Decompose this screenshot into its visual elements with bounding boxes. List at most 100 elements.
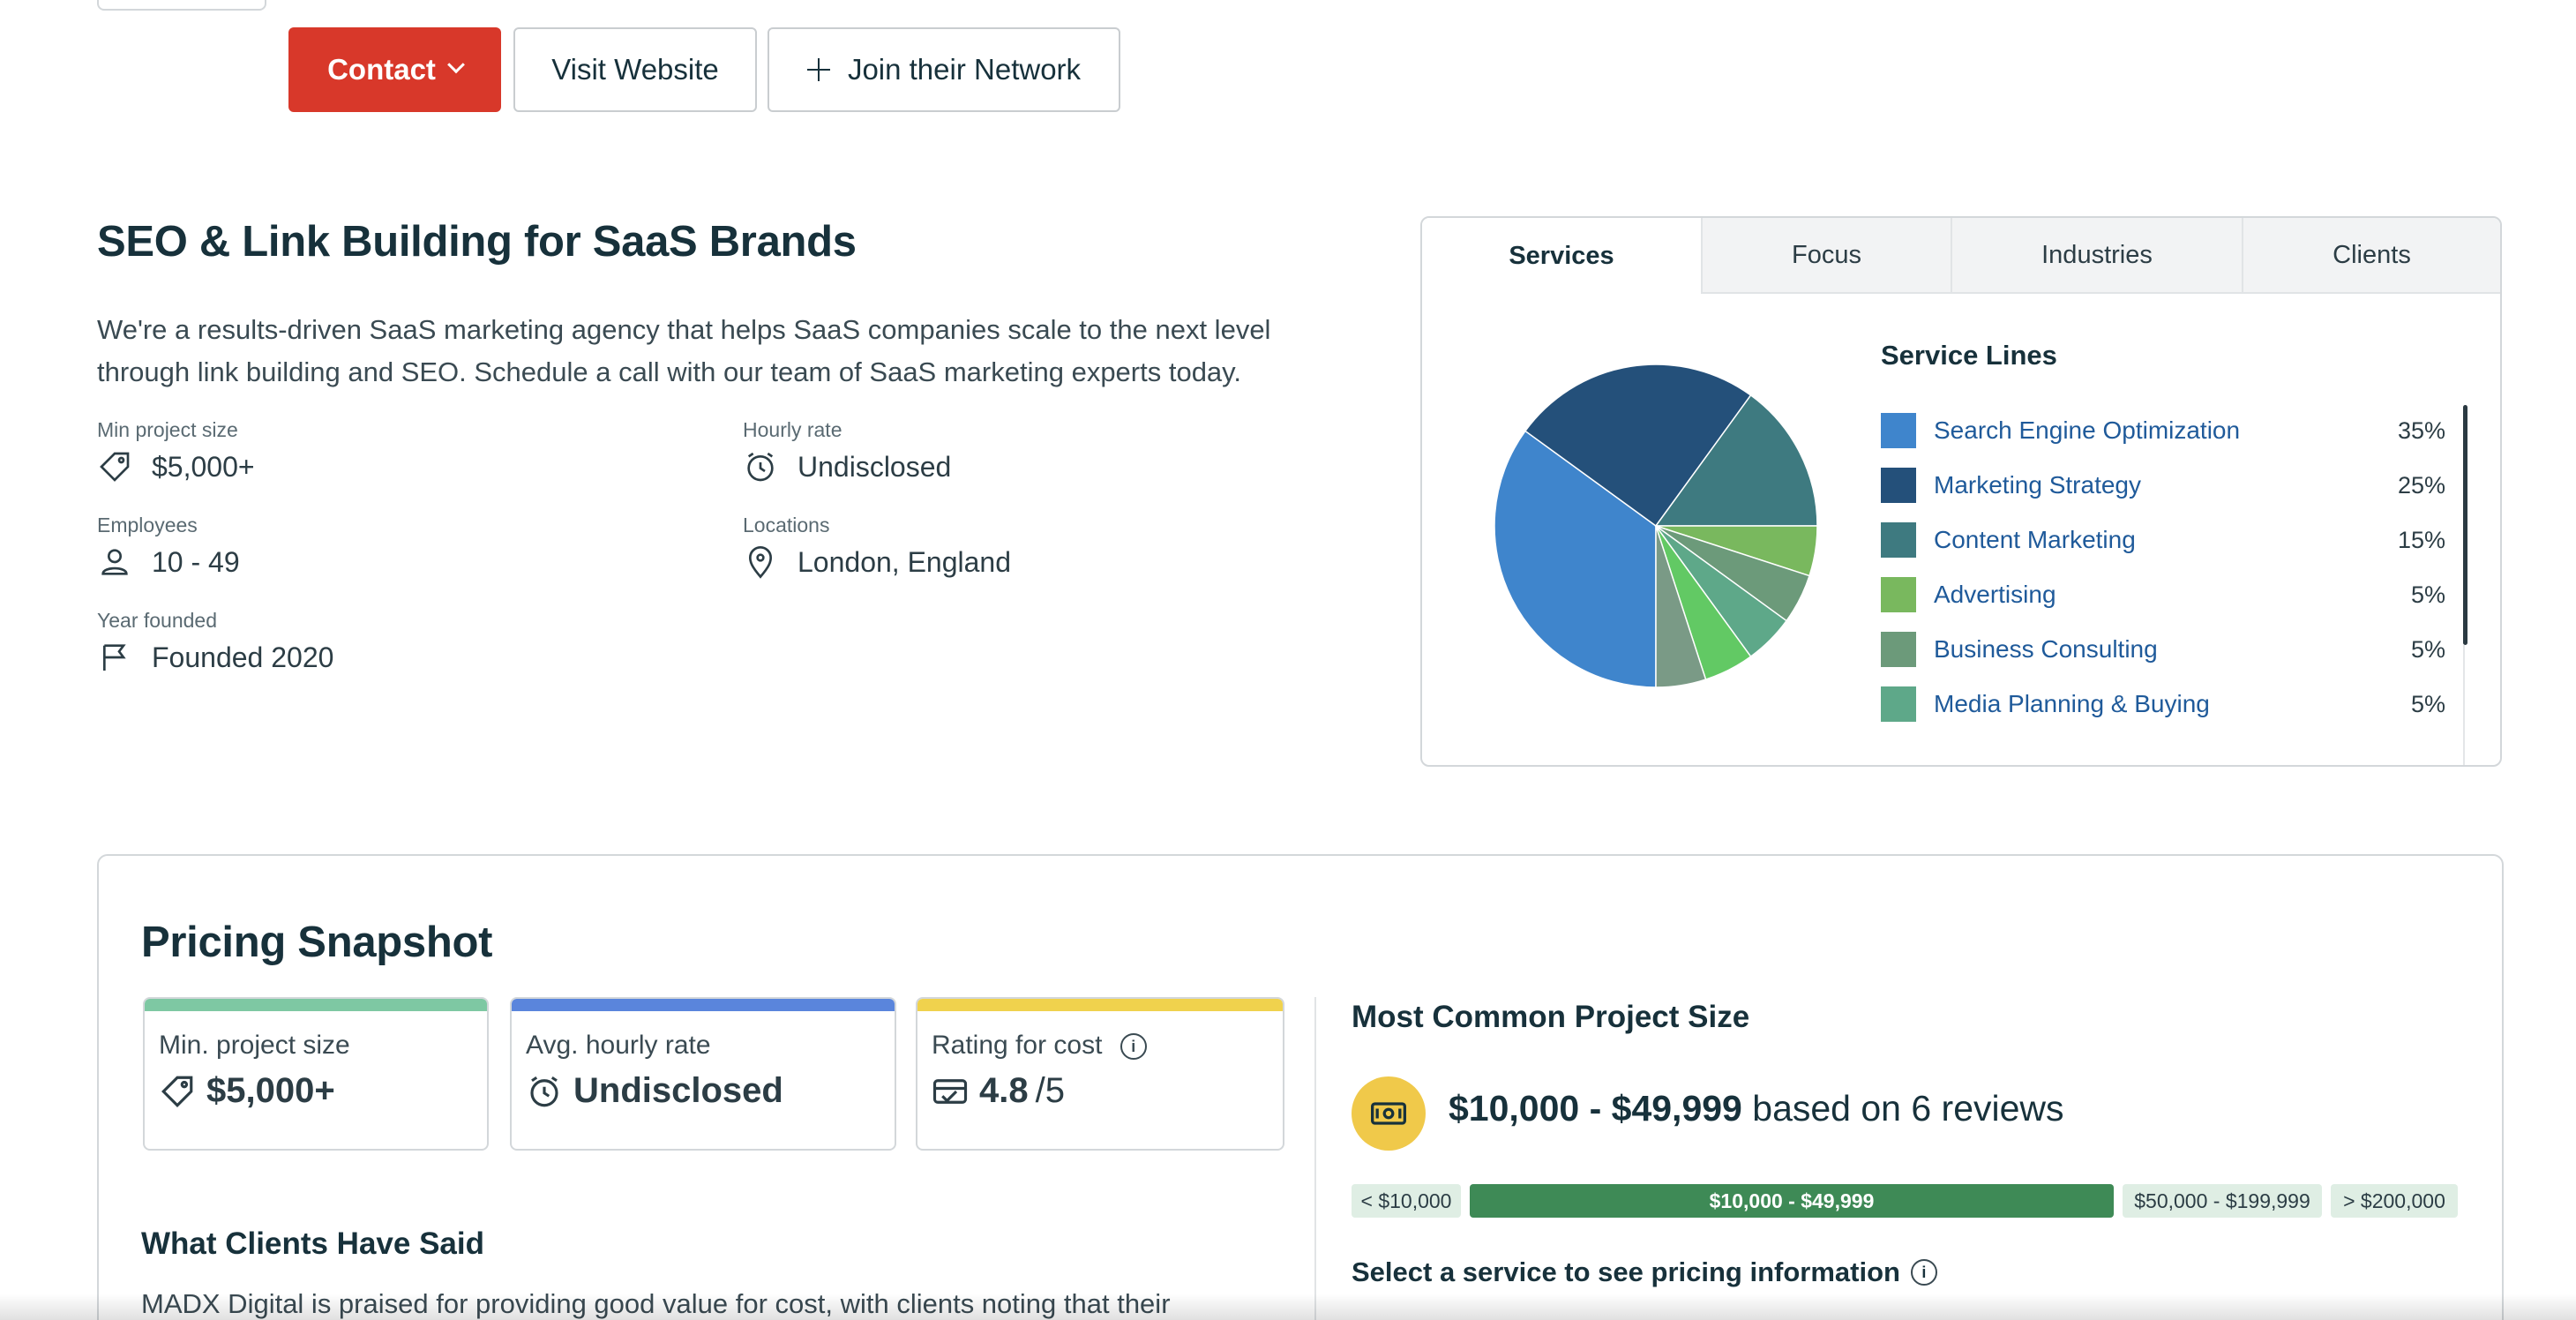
person-icon — [101, 549, 128, 575]
service-line-percent: 5% — [2410, 635, 2445, 663]
fact-label: Year founded — [97, 609, 218, 632]
fact-value: 10 - 49 — [152, 545, 240, 578]
stat-hourly-rate: Avg. hourly rate Undisclosed — [510, 997, 896, 1151]
info-icon[interactable]: i — [1120, 1033, 1147, 1061]
fact-locations: Locations London, England — [743, 514, 1011, 580]
fact-label: Min project size — [97, 418, 238, 441]
services-tabs: Services Focus Industries Clients — [1422, 218, 2500, 294]
service-line-name[interactable]: Business Consulting — [1934, 635, 2158, 663]
most-common-based-on: based on 6 reviews — [1752, 1088, 2064, 1129]
clients-said-title: What Clients Have Said — [141, 1226, 484, 1261]
range-segment: $50,000 - $199,999 — [2123, 1184, 2322, 1218]
contact-button[interactable]: Contact — [288, 27, 501, 112]
pie-slice-other-gray-[interactable] — [1655, 525, 1707, 688]
service-line-percent: 35% — [2397, 416, 2445, 444]
section-divider — [1314, 997, 1316, 1320]
service-line-name[interactable]: Advertising — [1934, 581, 2056, 608]
join-network-label: Join their Network — [847, 53, 1082, 86]
select-service-text: Select a service to see pricing informat… — [1352, 1256, 1900, 1287]
legend-swatch — [1881, 522, 1916, 558]
fact-value: $5,000+ — [152, 450, 255, 483]
location-pin-icon — [748, 546, 773, 579]
service-line-percent: 25% — [2397, 471, 2445, 499]
info-icon[interactable]: i — [1910, 1259, 1937, 1286]
most-common-title: Most Common Project Size — [1352, 1000, 1750, 1034]
legend-swatch — [1881, 686, 1916, 722]
service-line-name[interactable]: Search Engine Optimization — [1934, 416, 2241, 444]
select-service-prompt: Select a service to see pricing informat… — [1352, 1256, 1937, 1288]
stat-accent-bar — [145, 999, 487, 1011]
service-line-item[interactable]: Marketing Strategy 25% — [1881, 458, 2445, 513]
service-line-name[interactable]: Marketing Strategy — [1934, 471, 2141, 499]
service-line-item[interactable]: Content Marketing 15% — [1881, 513, 2445, 567]
money-icon — [1352, 1076, 1426, 1151]
tab-industries[interactable]: Industries — [1951, 218, 2242, 294]
stat-accent-bar — [512, 999, 895, 1011]
legend-swatch — [1881, 632, 1916, 667]
pricing-title: Pricing Snapshot — [141, 919, 493, 966]
legend-swatch — [1881, 577, 1916, 612]
service-line-name[interactable]: Content Marketing — [1934, 526, 2136, 553]
fact-value: Undisclosed — [798, 450, 952, 483]
fact-founded: Year founded Founded 2020 — [97, 609, 333, 675]
service-line-item[interactable]: Search Engine Optimization 35% — [1881, 403, 2445, 458]
range-segment-active: $10,000 - $49,999 — [1470, 1184, 2114, 1218]
tag-icon — [100, 452, 130, 482]
legend-swatch — [1881, 413, 1916, 448]
fact-label: Employees — [97, 514, 198, 536]
pie-slice-marketing-strategy[interactable] — [1524, 364, 1752, 528]
tag-icon — [161, 1076, 193, 1107]
tab-services[interactable]: Services — [1422, 218, 1701, 294]
stat-value: $5,000+ — [206, 1071, 335, 1110]
stat-label: Rating for cost — [932, 1031, 1103, 1060]
visit-website-button[interactable]: Visit Website — [513, 27, 757, 112]
fact-value: London, England — [798, 545, 1011, 578]
card-check-icon — [932, 1078, 968, 1104]
range-segment: > $200,000 — [2331, 1184, 2458, 1218]
flag-icon — [103, 644, 126, 671]
range-segment: < $10,000 — [1352, 1184, 1461, 1218]
tab-clients[interactable]: Clients — [2242, 218, 2500, 294]
scrollbar-track[interactable] — [2463, 645, 2465, 765]
legend-swatch — [1881, 468, 1916, 503]
clients-said-text: MADX Digital is praised for providing go… — [141, 1288, 1288, 1320]
join-network-button[interactable]: Join their Network — [768, 27, 1120, 112]
service-lines-pie-chart — [1494, 364, 1818, 688]
stat-value: 4.8 — [979, 1071, 1029, 1110]
service-lines-list: Search Engine Optimization 35% Marketing… — [1881, 403, 2445, 731]
scrollbar-thumb[interactable] — [2463, 405, 2467, 645]
stat-label: Min. project size — [159, 1031, 350, 1060]
clock-icon — [747, 452, 774, 482]
service-line-percent: 5% — [2410, 581, 2445, 608]
tab-focus[interactable]: Focus — [1701, 218, 1951, 294]
stat-suffix: /5 — [1035, 1071, 1065, 1110]
clock-icon — [530, 1076, 558, 1106]
most-common-range-text: $10,000 - $49,999 based on 6 reviews — [1449, 1088, 2064, 1129]
pricing-snapshot-card: Pricing Snapshot Min. project size $5,00… — [97, 854, 2504, 1320]
services-card: Services Focus Industries Clients Servic… — [1420, 216, 2502, 767]
service-line-percent: 15% — [2397, 526, 2445, 553]
stat-rating-for-cost: Rating for cost i 4.8 /5 — [916, 997, 1284, 1151]
fact-label: Locations — [743, 514, 830, 536]
most-common-range: $10,000 - $49,999 — [1449, 1088, 1742, 1129]
pie-slice-content-marketing[interactable] — [1654, 394, 1818, 527]
service-line-item[interactable]: Media Planning & Buying 5% — [1881, 677, 2445, 731]
fact-employees: Employees 10 - 49 — [97, 514, 240, 580]
pie-slice-search-engine-optimization[interactable] — [1494, 430, 1657, 688]
plus-icon — [806, 58, 830, 81]
logo-frame — [97, 0, 266, 11]
fact-hourly-rate: Hourly rate Undisclosed — [743, 418, 951, 484]
fact-min-project: Min project size $5,000+ — [97, 418, 255, 484]
service-line-item[interactable]: Business Consulting 5% — [1881, 622, 2445, 677]
profile-description: We're a results-driven SaaS marketing ag… — [97, 314, 1271, 387]
stat-min-project: Min. project size $5,000+ — [143, 997, 489, 1151]
stat-value: Undisclosed — [573, 1071, 783, 1110]
service-line-item[interactable]: Advertising 5% — [1881, 567, 2445, 622]
bottom-shadow — [0, 1294, 2576, 1320]
service-line-name[interactable]: Media Planning & Buying — [1934, 690, 2210, 717]
stat-label: Avg. hourly rate — [526, 1031, 711, 1060]
visit-website-label: Visit Website — [551, 53, 719, 86]
service-line-percent: 5% — [2410, 690, 2445, 717]
fact-value: Founded 2020 — [152, 641, 334, 673]
